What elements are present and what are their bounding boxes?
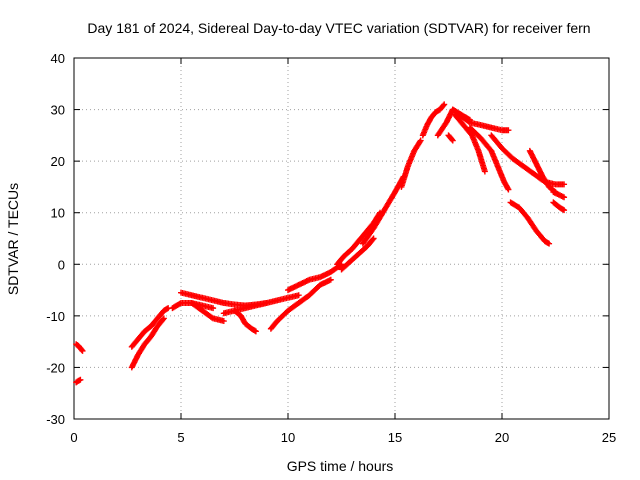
data-point (481, 168, 488, 175)
series-arc-i (220, 299, 270, 317)
data-point (465, 118, 472, 125)
data-point (369, 236, 376, 243)
x-tick-label: 5 (177, 430, 184, 445)
data-point (416, 138, 423, 145)
y-tick-label: -20 (46, 360, 65, 375)
data-point (561, 181, 568, 188)
data-points (73, 101, 568, 386)
series-arc-b (73, 376, 84, 386)
plot-frame (73, 57, 610, 420)
series-arc-m (338, 235, 377, 273)
data-point (449, 137, 456, 144)
y-tick-label: -30 (46, 412, 65, 427)
x-axis-label: GPS time / hours (287, 458, 394, 474)
data-point (208, 314, 215, 321)
data-point (220, 318, 227, 325)
y-tick-label: 30 (51, 103, 65, 118)
data-point (440, 102, 447, 109)
data-point (210, 305, 217, 312)
data-point (159, 316, 166, 323)
data-point (505, 127, 512, 134)
data-point (78, 347, 85, 354)
data-point (176, 300, 183, 307)
chart-title: Day 181 of 2024, Sidereal Day-to-day VTE… (87, 20, 590, 36)
y-axis-label: SDTVAR / TECUs (5, 183, 21, 295)
axis-ticks: 0 5 10 15 20 25 -30 -20 -10 0 10 20 30 40 (46, 51, 616, 445)
data-point (505, 186, 512, 193)
series-arc-a (73, 341, 86, 354)
data-point (295, 292, 302, 299)
data-point (263, 299, 270, 306)
x-tick-label: 20 (495, 430, 509, 445)
data-point (561, 207, 568, 214)
series-arc-s (451, 111, 488, 175)
data-point (77, 376, 84, 383)
series-arc-g (188, 299, 227, 325)
x-tick-label: 10 (281, 430, 295, 445)
series-arc-n (359, 173, 407, 247)
series-arc-u (445, 132, 456, 144)
series-arc-c (128, 305, 172, 350)
series-arc-d (128, 315, 167, 371)
y-tick-label: 10 (51, 206, 65, 221)
series-arc-z (550, 189, 568, 201)
x-tick-label: 15 (388, 430, 402, 445)
y-tick-label: 20 (51, 154, 65, 169)
data-point (441, 101, 448, 108)
data-point (504, 185, 511, 192)
data-point (546, 240, 553, 247)
x-tick-label: 0 (70, 430, 77, 445)
series-arc-o (398, 137, 424, 190)
data-point (252, 328, 259, 335)
y-tick-label: 40 (51, 51, 65, 66)
series-arc-r (449, 106, 512, 134)
data-point (79, 347, 86, 354)
series-arc-j (267, 276, 334, 332)
data-point (370, 235, 377, 242)
series-arc-t (466, 124, 512, 193)
data-point (561, 194, 568, 201)
data-point (448, 136, 455, 143)
data-point (160, 315, 167, 322)
series-arc-y (550, 199, 568, 214)
y-tick-label: -10 (46, 309, 65, 324)
grid-lines (74, 58, 609, 419)
y-tick-label: 0 (58, 257, 65, 272)
series-arc-x (507, 199, 553, 247)
x-tick-label: 25 (602, 430, 616, 445)
data-point (417, 137, 424, 144)
series-arc-p (419, 101, 448, 139)
data-point (327, 276, 334, 283)
